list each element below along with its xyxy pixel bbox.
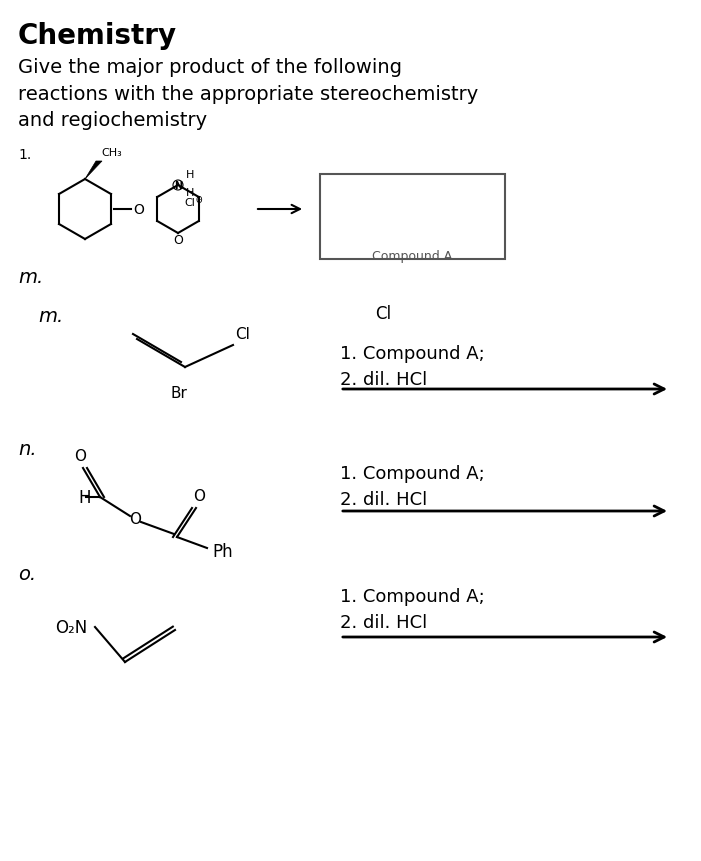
Text: Θ: Θ xyxy=(195,195,202,205)
Text: O: O xyxy=(129,512,141,527)
Text: 1. Compound A;
2. dil. HCl: 1. Compound A; 2. dil. HCl xyxy=(340,344,485,389)
Text: Give the major product of the following
reactions with the appropriate stereoche: Give the major product of the following … xyxy=(18,58,478,130)
Text: O: O xyxy=(133,202,144,217)
Text: Ph: Ph xyxy=(212,542,233,561)
Text: O: O xyxy=(193,488,205,504)
Text: H: H xyxy=(186,188,194,198)
Text: Cl: Cl xyxy=(235,326,250,342)
Text: Cl: Cl xyxy=(375,305,391,323)
Text: H: H xyxy=(78,488,90,506)
Text: m.: m. xyxy=(18,268,43,287)
Text: CH₃: CH₃ xyxy=(101,148,122,158)
Text: Chemistry: Chemistry xyxy=(18,22,177,50)
Text: O: O xyxy=(74,449,86,463)
Text: H: H xyxy=(186,170,194,180)
Text: m.: m. xyxy=(38,307,63,325)
Text: o.: o. xyxy=(18,564,36,583)
Polygon shape xyxy=(85,162,102,180)
Text: 1. Compound A;
2. dil. HCl: 1. Compound A; 2. dil. HCl xyxy=(340,587,485,632)
Text: 1. Compound A;
2. dil. HCl: 1. Compound A; 2. dil. HCl xyxy=(340,464,485,509)
Bar xyxy=(320,175,505,260)
Text: 1.: 1. xyxy=(18,148,32,162)
Text: N: N xyxy=(174,181,182,191)
Text: Compound A: Compound A xyxy=(372,250,453,263)
Text: n.: n. xyxy=(18,439,36,458)
Text: Br: Br xyxy=(171,386,188,400)
Text: O: O xyxy=(173,233,183,247)
Text: O₂N: O₂N xyxy=(55,618,87,636)
Text: Cl: Cl xyxy=(184,198,195,208)
